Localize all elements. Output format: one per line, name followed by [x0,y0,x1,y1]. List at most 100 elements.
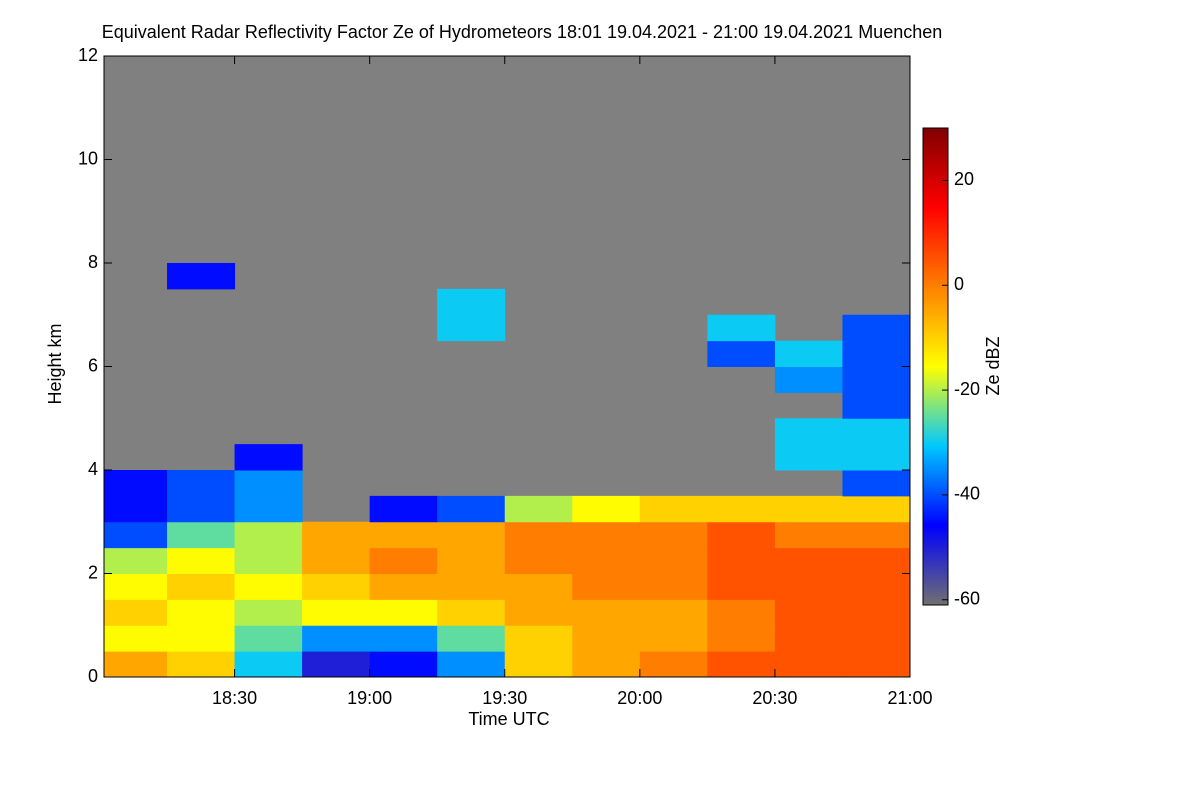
heatmap-cell [842,314,911,342]
y-tick-label: 2 [88,562,98,582]
heatmap-cell [842,366,911,393]
heatmap-cell [639,599,708,626]
heatmap-cell [167,573,236,600]
heatmap-cell [104,625,168,652]
colorbar-label: Ze dBZ [983,336,1003,395]
x-tick-label: 18:30 [212,688,257,708]
heatmap-cell [572,495,641,523]
heatmap-cell [234,444,303,471]
heatmap-cell [302,547,371,574]
heatmap-cell [369,521,438,549]
heatmap-cell [707,651,776,678]
heatmap-cell [572,521,641,549]
heatmap-cell [707,547,776,574]
heatmap-cell [774,651,843,678]
heatmap-cell [234,495,303,523]
heatmap-cell [774,599,843,626]
heatmap-cell [234,547,303,574]
heatmap-cell [234,573,303,600]
heatmap-cell [437,521,506,549]
heatmap-cell [842,625,911,652]
heatmap-cell [104,521,168,549]
heatmap-cell [774,547,843,574]
heatmap-cell [842,573,911,600]
heatmap-cell [639,547,708,574]
heatmap-cell [167,547,236,574]
heatmap-cell [707,573,776,600]
heatmap-cell [437,288,506,316]
colorbar [922,127,949,606]
y-tick-label: 4 [88,459,98,479]
heatmap-cell [842,521,911,549]
heatmap-cell [842,418,911,445]
colorbar-tick-label: 20 [954,169,974,189]
x-tick-label: 20:00 [617,688,662,708]
heatmap-cell [104,495,168,523]
heatmap-cell [369,651,438,678]
heatmap-cell [369,547,438,574]
heatmap-cell [842,392,911,419]
heatmap-cell [437,599,506,626]
heatmap-cell [167,651,236,678]
heatmap-cell [639,651,708,678]
heatmap-cell [167,599,236,626]
heatmap-cell [504,547,573,574]
heatmap-cell [504,651,573,678]
colorbar-tick-label: -60 [954,589,980,609]
y-axis-label: Height km [45,323,65,404]
chart-title: Equivalent Radar Reflectivity Factor Ze … [102,22,943,42]
x-axis-label: Time UTC [468,709,549,729]
x-tick-label: 20:30 [752,688,797,708]
y-tick-label: 12 [78,45,98,65]
x-tick-label: 19:30 [482,688,527,708]
heatmap-cell [167,495,236,523]
heatmap-cell [774,418,843,445]
heatmap-cell [639,495,708,523]
heatmap-cell [104,599,168,626]
heatmap-cell [842,547,911,574]
heatmap-cell [437,314,506,342]
heatmap-cell [369,625,438,652]
heatmap-cell [369,599,438,626]
heatmap-cell [302,599,371,626]
heatmap-cell [234,521,303,549]
heatmap-cell [234,625,303,652]
heatmap-cell [572,547,641,574]
colorbar-tick-label: -40 [954,484,980,504]
heatmap-cell [639,521,708,549]
heatmap-cell [167,470,236,497]
heatmap-cell [167,625,236,652]
heatmap-cell [707,625,776,652]
heatmap-cell [639,573,708,600]
heatmap-cell [167,263,236,290]
heatmap-cell [707,521,776,549]
heatmap-cell [104,470,168,497]
heatmap-cell [707,495,776,523]
heatmap-cell [774,573,843,600]
heatmap-cell [572,625,641,652]
heatmap-cell [302,573,371,600]
heatmap-cell [234,651,303,678]
heatmap-cell [842,444,911,471]
heatmap-cell [504,521,573,549]
heatmap-cell [369,573,438,600]
heatmap-cell [437,495,506,523]
heatmap-cell [842,470,911,497]
heatmap-cell [842,651,911,678]
heatmap-cell [104,573,168,600]
heatmap-cell [504,573,573,600]
y-tick-label: 6 [88,355,98,375]
heatmap-cell [774,444,843,471]
heatmap-cell [842,495,911,523]
heatmap-cell [774,521,843,549]
heatmap-cell [842,340,911,367]
heatmap-cell [572,651,641,678]
heatmap-cell [504,625,573,652]
heatmap-cell [842,599,911,626]
heatmap-cell [774,340,843,367]
y-tick-label: 8 [88,252,98,272]
heatmap-cell [774,495,843,523]
heatmap-cell [774,366,843,393]
heatmap-cell [437,625,506,652]
